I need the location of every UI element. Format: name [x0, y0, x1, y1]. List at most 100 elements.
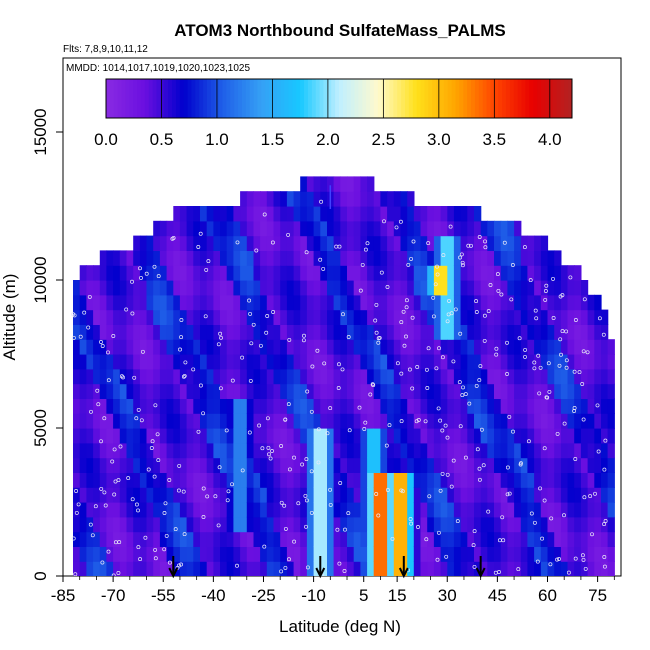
heatmap-cell-592 [240, 442, 248, 459]
heatmap-cell-998 [340, 294, 348, 311]
sample-point-99 [111, 334, 116, 338]
heatmap-cell-1947 [607, 457, 615, 473]
colorbar-swatch-68 [370, 79, 375, 118]
heatmap-cell-1672 [520, 457, 529, 473]
heatmap-cell-1693 [527, 487, 535, 503]
heatmap-cell-637 [253, 546, 261, 562]
heatmap-cell-1292 [413, 250, 422, 266]
heatmap-cell-651 [253, 339, 261, 355]
heatmap-cell-1811 [560, 413, 569, 429]
heatmap-cell-1065 [360, 502, 368, 518]
colorbar-swatch-57 [327, 79, 332, 118]
heatmap-cell-428 [193, 280, 201, 296]
heatmap-cell-236 [139, 265, 148, 281]
heatmap-cell-1687 [520, 235, 529, 251]
heatmap-cell-565 [233, 472, 241, 488]
sample-point-165 [505, 372, 510, 376]
heatmap-cell-1327 [427, 472, 435, 488]
heatmap-cell-1195 [393, 531, 402, 547]
heatmap-cell-1679 [520, 354, 529, 370]
heatmap-cell-1121 [373, 472, 381, 488]
heatmap-cell-1892 [587, 442, 595, 459]
sample-point-361 [387, 423, 392, 428]
heatmap-cell-1346 [433, 561, 442, 576]
sample-point-236 [93, 504, 98, 509]
heatmap-cell-1428 [453, 457, 462, 473]
heatmap-cell-67 [93, 487, 101, 503]
colorbar-swatch-32 [230, 79, 235, 118]
sample-point-330 [401, 309, 406, 314]
heatmap-cell-1302 [420, 472, 428, 488]
heatmap-cell-316 [166, 472, 174, 488]
heatmap-cell-1604 [500, 398, 508, 414]
sample-point-137 [522, 245, 527, 250]
heatmap-cell-165 [119, 324, 128, 340]
heatmap-cell-948 [327, 235, 335, 251]
heatmap-cell-160 [119, 398, 128, 414]
heatmap-cell-626 [246, 324, 255, 340]
colorbar-tick-6: 3.0 [427, 130, 451, 149]
heatmap-cell-915 [320, 324, 328, 340]
colorbar-swatch-72 [385, 79, 390, 118]
heatmap-cell-212 [133, 280, 141, 296]
heatmap-cell-1916 [594, 368, 602, 385]
sample-point-321 [218, 386, 223, 391]
heatmap-cell-344 [173, 413, 181, 429]
heatmap-cell-320 [166, 413, 174, 429]
heatmap-cell-1299 [420, 516, 428, 533]
colorbar-tick-5: 2.5 [372, 130, 396, 149]
sample-point-35 [341, 312, 345, 317]
heatmap-cell-1833 [567, 398, 575, 414]
sample-point-93 [475, 447, 480, 452]
heatmap-cell-1618 [507, 546, 515, 562]
heatmap-cell-1719 [534, 442, 542, 459]
heatmap-cell-1661 [514, 265, 522, 281]
heatmap-cell-891 [313, 280, 321, 296]
sample-point-287 [374, 492, 379, 496]
heatmap-cell-62 [93, 561, 101, 576]
heatmap-cell-1401 [447, 487, 455, 503]
heatmap-cell-408 [186, 206, 194, 222]
sample-point-216 [286, 232, 291, 237]
heatmap-cell-1713 [534, 531, 542, 547]
heatmap-cell-1161 [380, 265, 388, 281]
heatmap-cell-1296 [420, 561, 428, 576]
heatmap-cell-952 [327, 176, 335, 192]
heatmap-cell-1264 [407, 280, 415, 296]
heatmap-cell-1548 [487, 516, 495, 533]
heatmap-cell-1565 [487, 265, 495, 281]
colorbar-swatch-51 [304, 79, 309, 118]
sample-point-396 [445, 472, 450, 477]
heatmap-cell-861 [306, 324, 315, 340]
sample-point-239 [406, 262, 411, 267]
heatmap-cell-539 [226, 487, 234, 503]
sample-point-404 [434, 366, 439, 371]
sample-point-51 [76, 502, 81, 507]
heatmap-cell-852 [306, 457, 315, 473]
heatmap-cell-749 [280, 428, 288, 444]
sample-point-274 [126, 476, 131, 481]
heatmap-cell-279 [153, 309, 161, 325]
heatmap-cell-667 [260, 487, 268, 503]
heatmap-cell-1254 [407, 428, 415, 444]
heatmap-cell-1118 [373, 516, 381, 533]
heatmap-cell-1764 [547, 457, 555, 473]
sample-point-249 [572, 406, 577, 410]
heatmap-cell-517 [220, 442, 228, 459]
dates-label: MMDD: 1014,1017,1019,1020,1023,1025 [66, 63, 250, 74]
heatmap-cell-643 [253, 457, 261, 473]
heatmap-cell-573 [233, 354, 241, 370]
heatmap-cell-1158 [380, 309, 388, 325]
heatmap-cell-615 [246, 487, 255, 503]
heatmap-cell-1824 [567, 531, 575, 547]
heatmap-cell-101 [99, 294, 108, 311]
sample-point-135 [426, 346, 431, 351]
heatmap-cell-737 [273, 220, 281, 237]
heatmap-cell-725 [273, 398, 281, 414]
colorbar-swatch-44 [276, 79, 282, 118]
heatmap-cell-170 [119, 250, 128, 266]
heatmap-cell-1803 [560, 531, 569, 547]
heatmap-cell-307 [159, 250, 168, 266]
sample-point-413 [431, 314, 436, 319]
heatmap-cell-1347 [433, 546, 442, 562]
